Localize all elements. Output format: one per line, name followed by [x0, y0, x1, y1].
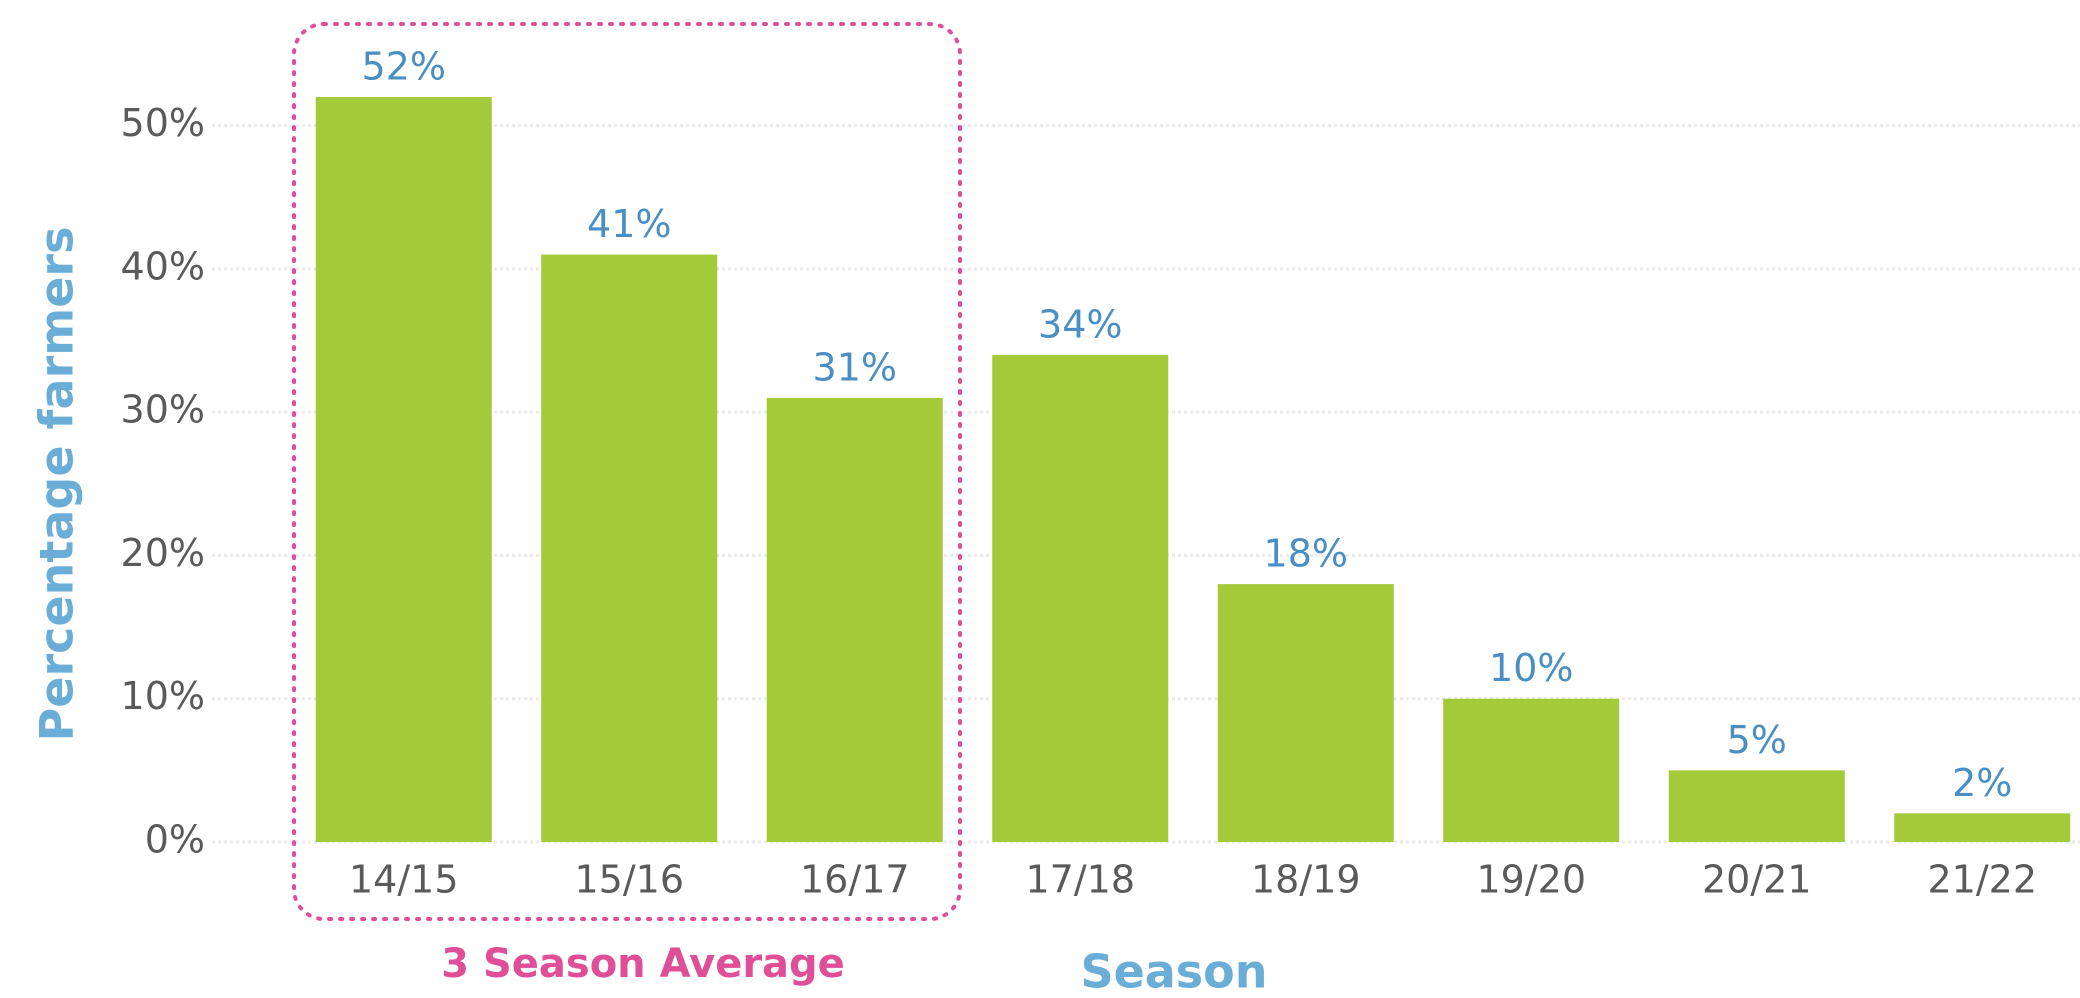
bar — [315, 96, 492, 843]
highlight-box — [292, 22, 962, 921]
bar — [766, 397, 943, 842]
x-tick-label: 19/20 — [1476, 858, 1586, 902]
value-label: 10% — [1489, 646, 1573, 690]
value-label: 52% — [362, 44, 446, 88]
value-label: 34% — [1038, 302, 1122, 346]
bar — [1668, 770, 1845, 842]
y-tick-label: 10% — [121, 674, 205, 718]
y-tick-label: 20% — [121, 531, 205, 575]
value-label: 5% — [1727, 718, 1787, 762]
y-axis-title: Percentage farmers — [30, 227, 84, 742]
y-tick-label: 50% — [121, 101, 205, 145]
value-label: 18% — [1264, 532, 1348, 576]
bar — [992, 354, 1169, 842]
bar — [1894, 813, 2071, 842]
x-tick-label: 15/16 — [574, 858, 684, 902]
y-tick-label: 0% — [145, 818, 205, 862]
y-tick-label: 40% — [121, 244, 205, 288]
y-tick-label: 30% — [121, 388, 205, 432]
x-tick-label: 20/21 — [1702, 858, 1812, 902]
value-label: 2% — [1952, 761, 2012, 805]
annotation: 3 Season Average — [441, 941, 845, 987]
bar — [1443, 698, 1620, 842]
x-axis-title: Season — [1080, 945, 1267, 998]
x-tick-label: 17/18 — [1025, 858, 1135, 902]
bar — [1217, 584, 1394, 842]
x-tick-label: 14/15 — [349, 858, 459, 902]
value-label: 41% — [587, 202, 671, 246]
x-tick-label: 21/22 — [1927, 858, 2037, 902]
x-tick-label: 18/19 — [1251, 858, 1361, 902]
x-tick-label: 16/17 — [800, 858, 910, 902]
bar — [541, 254, 718, 843]
value-label: 31% — [813, 345, 897, 389]
